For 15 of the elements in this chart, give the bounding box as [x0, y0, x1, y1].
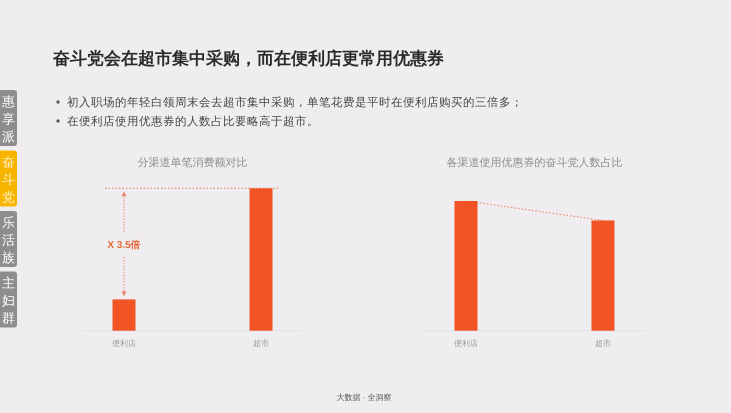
- x-tick-label: 便利店: [454, 339, 478, 348]
- text: 惠享派: [1, 94, 15, 144]
- text: 在便利店使用优惠券的人数占比要略高于超市。: [67, 114, 319, 128]
- chart-title: 各渠道使用优惠券的奋斗党人数占比: [446, 156, 622, 169]
- text: 主妇群: [2, 276, 15, 326]
- text: 奋斗党: [2, 154, 15, 204]
- x-tick-label: 超市: [595, 339, 611, 348]
- text: 乐活族: [2, 215, 15, 265]
- text: 大数据 · 全洞察: [336, 393, 392, 402]
- text: 奋斗党会在超市集中采购，而在便利店更常用优惠券: [52, 49, 444, 68]
- annotation: X 3.5倍: [107, 238, 141, 251]
- x-tick-label: 便利店: [112, 339, 136, 348]
- x-tick-label: 超市: [253, 339, 269, 348]
- chart-title: 分渠道单笔消费额对比: [138, 156, 248, 169]
- text: 初入职场的年轻白领周末会去超市集中采购，单笔花费是平时在便利店购买的三倍多；: [67, 95, 523, 109]
